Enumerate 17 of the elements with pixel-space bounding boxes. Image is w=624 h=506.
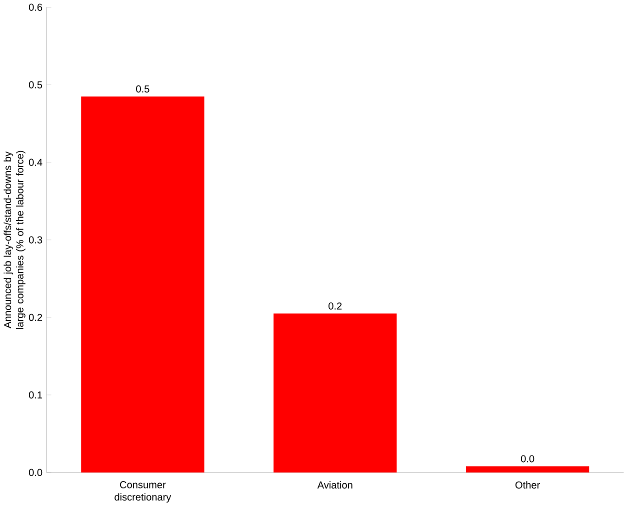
x-tick-label: Aviation xyxy=(317,481,352,488)
data-label: 0.2 xyxy=(328,302,342,310)
x-tick-label: Other xyxy=(515,481,540,488)
data-label: 0.5 xyxy=(136,85,150,92)
y-tick-label: 0.5 xyxy=(28,81,42,88)
bar xyxy=(81,96,204,472)
y-tick-label: 0.3 xyxy=(28,236,42,244)
y-tick-label: 0.0 xyxy=(28,468,42,476)
y-tick-label: 0.6 xyxy=(28,4,42,11)
data-label: 0.0 xyxy=(520,455,534,462)
x-tick-label: Consumer discretionary xyxy=(114,481,172,502)
y-tick-label: 0.4 xyxy=(28,158,42,166)
bar xyxy=(274,313,397,472)
y-tick-label: 0.1 xyxy=(28,391,42,398)
y-tick-label: 0.2 xyxy=(28,314,42,321)
bar xyxy=(466,466,590,472)
y-axis-title: Announced job lay-offs/stand-downs by large companies (% of the labour force) xyxy=(4,150,26,329)
